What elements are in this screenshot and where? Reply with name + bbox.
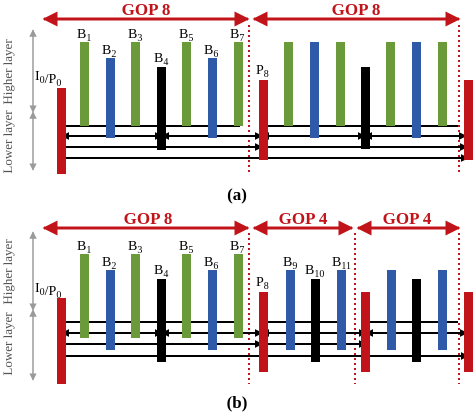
gop-label: GOP 4 <box>383 209 432 228</box>
frame-label: B7 <box>230 239 244 256</box>
frame-label: B2 <box>102 255 116 272</box>
frame-label: B5 <box>179 27 193 44</box>
lower-layer-label: Lower layer <box>0 312 15 376</box>
gop-label: GOP 8 <box>124 209 173 228</box>
frame-b6-bar <box>208 58 217 138</box>
frame-b6-bar <box>208 270 217 350</box>
panel-a: Higher layer Lower layer GOP 8 GOP 8 <box>0 0 473 204</box>
higher-layer-label: Higher layer <box>0 39 15 105</box>
frame-b7-bar <box>234 254 243 338</box>
higher-layer-label: Higher layer <box>0 239 15 305</box>
frame-b5-bar <box>182 254 191 338</box>
frame-label: B11 <box>332 255 351 272</box>
frame-b15-bar <box>438 270 447 350</box>
frame-b11-bar <box>336 42 345 126</box>
frame-b4-bar <box>157 279 166 362</box>
frame-i0-bar <box>57 298 66 384</box>
frame-i0-bar <box>57 88 66 174</box>
panel-caption: (a) <box>227 185 247 204</box>
frame-p12-bar <box>361 292 370 372</box>
frame-label: B4 <box>154 263 168 280</box>
frame-label: P8 <box>256 63 269 80</box>
frame-b3-bar <box>131 254 140 338</box>
gop-label: GOP 8 <box>122 0 171 19</box>
frame-b13-bar <box>387 270 396 350</box>
frame-label: B10 <box>305 263 324 280</box>
frame-b13-bar <box>386 42 395 126</box>
panel-b: Higher layer Lower layer GOP 8 GOP 4 GOP… <box>0 209 473 412</box>
frame-label: B4 <box>154 51 168 68</box>
frame-labels-a: I0/P0 B1 B2 B3 B4 B5 B6 B7 P8 <box>35 27 269 89</box>
frame-p16-bar <box>464 80 473 160</box>
frame-b14-bar <box>412 279 421 362</box>
frame-label: B7 <box>230 27 244 44</box>
gop-label: GOP 8 <box>332 0 381 19</box>
frame-b10-bar <box>311 279 320 362</box>
frame-b14-bar <box>412 42 421 138</box>
frame-b9-bar <box>284 42 293 126</box>
frame-p8-bar <box>259 292 268 372</box>
frame-label: P8 <box>256 275 269 292</box>
frame-label: B1 <box>77 239 91 256</box>
frame-b7-bar <box>234 42 243 126</box>
frame-b1-bar <box>80 42 89 126</box>
frame-b4-bar <box>157 67 166 150</box>
frame-label: B5 <box>179 239 193 256</box>
frame-b10-bar <box>310 42 319 138</box>
frame-b5-bar <box>182 42 191 126</box>
frame-label: B3 <box>128 239 142 256</box>
frame-p8-bar <box>259 80 268 160</box>
frame-label: I0/P0 <box>35 281 61 301</box>
lower-layer-label: Lower layer <box>0 110 15 174</box>
frame-b3-bar <box>131 42 140 126</box>
frame-label: B6 <box>204 255 218 272</box>
frame-b2-bar <box>106 58 115 138</box>
frame-label: B6 <box>204 43 218 60</box>
frame-labels-b: I0/P0 B1 B2 B3 B4 B5 B6 B7 P8 B9 B10 B11 <box>35 239 351 301</box>
frames-b <box>57 254 473 384</box>
frame-b1-bar <box>80 254 89 338</box>
gop-label: GOP 4 <box>279 209 328 228</box>
frame-label: B1 <box>77 27 91 44</box>
frames-a <box>57 42 473 174</box>
frame-label: I0/P0 <box>35 69 61 89</box>
frame-label: B2 <box>102 43 116 60</box>
side-labels-a: Higher layer Lower layer <box>0 29 37 174</box>
frame-p16-bar <box>464 292 473 372</box>
frame-b15-bar <box>438 42 447 126</box>
frame-b2-bar <box>106 270 115 350</box>
panel-caption: (b) <box>227 393 248 412</box>
side-labels-b: Higher layer Lower layer <box>0 231 37 381</box>
frame-b12-bar <box>361 67 370 149</box>
frame-b9-bar <box>286 270 295 350</box>
frame-label: B3 <box>128 27 142 44</box>
frame-b11-bar <box>337 270 346 350</box>
frame-label: B9 <box>283 255 297 272</box>
